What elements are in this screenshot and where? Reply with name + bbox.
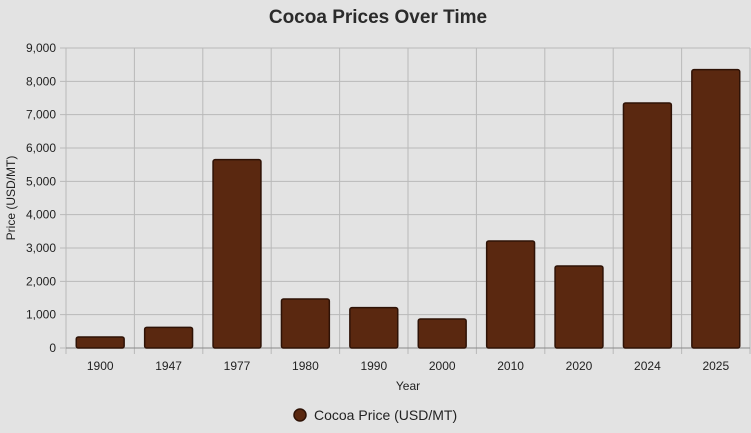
y-tick-label: 6,000 bbox=[26, 141, 56, 155]
y-tick-label: 9,000 bbox=[26, 41, 56, 55]
legend-label: Cocoa Price (USD/MT) bbox=[314, 407, 457, 423]
bar-1980[interactable] bbox=[280, 298, 331, 349]
bar-2020[interactable] bbox=[554, 265, 604, 349]
x-tick-label: 1977 bbox=[224, 359, 251, 373]
y-tick-label: 3,000 bbox=[26, 241, 56, 255]
y-tick-label: 7,000 bbox=[26, 108, 56, 122]
y-tick-label: 0 bbox=[49, 341, 56, 355]
x-tick-label: 2025 bbox=[702, 359, 729, 373]
x-tick-label: 1980 bbox=[292, 359, 319, 373]
x-tick-label: 1900 bbox=[87, 359, 114, 373]
bar-2000[interactable] bbox=[417, 318, 467, 349]
bar-1977[interactable] bbox=[212, 158, 262, 349]
legend-swatch bbox=[293, 408, 307, 422]
y-tick-label: 8,000 bbox=[26, 74, 56, 88]
bar-2024[interactable] bbox=[622, 102, 673, 349]
bar-1990[interactable] bbox=[349, 306, 399, 349]
bars bbox=[75, 68, 741, 349]
x-tick-label: 1990 bbox=[360, 359, 387, 373]
y-axis-ticks: 0 1,000 2,000 3,000 4,000 5,000 6,000 7,000 8,00… bbox=[26, 41, 56, 355]
x-tick-label: 2000 bbox=[429, 359, 456, 373]
x-axis-title: Year bbox=[396, 379, 420, 393]
bar-2010[interactable] bbox=[485, 240, 536, 349]
y-tick-label: 5,000 bbox=[26, 174, 56, 188]
bar-1900[interactable] bbox=[75, 336, 125, 349]
x-tick-label: 2010 bbox=[497, 359, 524, 373]
y-axis-title: Price (USD/MT) bbox=[4, 156, 18, 241]
chart-title: Cocoa Prices Over Time bbox=[269, 7, 487, 28]
x-tick-label: 1947 bbox=[155, 359, 182, 373]
y-tick-label: 4,000 bbox=[26, 208, 56, 222]
legend[interactable]: Cocoa Price (USD/MT) bbox=[293, 407, 457, 423]
y-tick-label: 1,000 bbox=[26, 308, 56, 322]
x-axis-ticks: 1900 1947 1977 1980 1990 2000 2010 2020 2024 2025 bbox=[87, 359, 730, 373]
bar-2025[interactable] bbox=[691, 68, 741, 349]
x-tick-label: 2020 bbox=[566, 359, 593, 373]
y-tick-label: 2,000 bbox=[26, 274, 56, 288]
bar-1947[interactable] bbox=[143, 326, 194, 349]
x-tick-label: 2024 bbox=[634, 359, 661, 373]
